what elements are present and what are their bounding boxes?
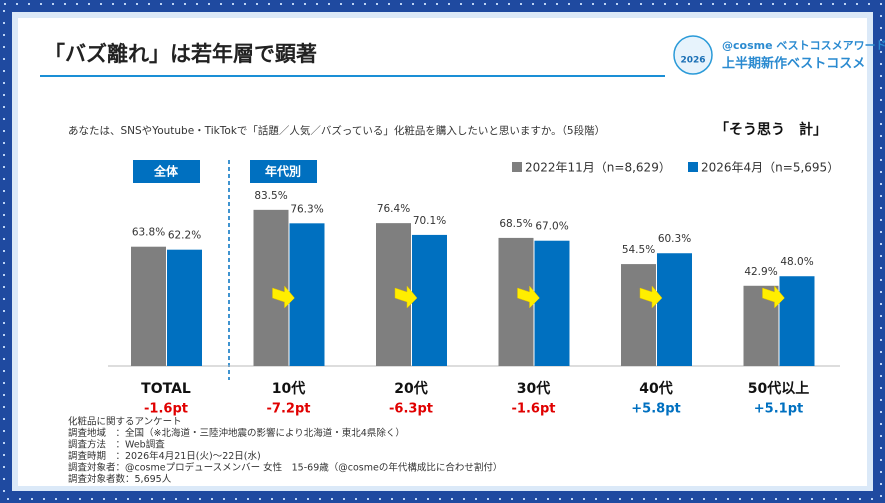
logo-bottom: 上半期新作ベストコスメ bbox=[722, 56, 865, 72]
bar bbox=[621, 264, 656, 366]
value-label: 62.2% bbox=[168, 230, 201, 242]
bar bbox=[498, 237, 534, 366]
arrow bbox=[639, 285, 663, 309]
value-label: 76.4% bbox=[377, 203, 410, 215]
legend-swatch bbox=[688, 162, 698, 172]
measure: 「そう思う 計」 bbox=[715, 121, 827, 138]
arrow bbox=[762, 285, 785, 309]
difference-label: -1.6pt bbox=[144, 402, 188, 417]
bar bbox=[167, 249, 202, 366]
badge bbox=[673, 35, 713, 75]
question: あなたは、SNSやYoutube・TikTokで「話題／人気／バズっている」化粧… bbox=[68, 124, 605, 137]
bar bbox=[253, 209, 289, 366]
group-box bbox=[133, 160, 200, 183]
value-label: 68.5% bbox=[499, 218, 532, 230]
note: 調査時期 ：2026年4月21日(火)～22日(水) bbox=[68, 450, 261, 462]
value-label: 48.0% bbox=[780, 256, 813, 268]
note: 化粧品に関するアンケート bbox=[68, 416, 182, 428]
badge-year: 2026 bbox=[680, 56, 705, 66]
legend-label: 2026年4月（n=5,695） bbox=[701, 161, 839, 175]
bar bbox=[131, 246, 166, 366]
note: 調査対象者：@cosmeプロデュースメンバー 女性 15-69歳（@cosmeの… bbox=[68, 462, 502, 474]
legend-label: 2022年11月（n=8,629） bbox=[525, 161, 671, 175]
category-label: 50代以上 bbox=[748, 380, 809, 397]
bar bbox=[412, 234, 447, 366]
value-label: 70.1% bbox=[413, 215, 446, 227]
title: 「バズ離れ」は若年層で顕著 bbox=[44, 42, 317, 66]
group-label: 全体 bbox=[153, 164, 179, 179]
frame-dots bbox=[3, 3, 882, 500]
difference-label: -6.3pt bbox=[389, 402, 433, 417]
bar bbox=[534, 240, 570, 366]
bar bbox=[657, 253, 692, 366]
value-label: 63.8% bbox=[132, 227, 165, 239]
arrow bbox=[394, 285, 418, 309]
value-label: 67.0% bbox=[535, 221, 568, 233]
category-label: 30代 bbox=[517, 380, 550, 397]
category-label: 10代 bbox=[272, 380, 305, 397]
logo-top: @cosme ベストコスメアワード bbox=[722, 39, 885, 52]
note: 調査対象者数：5,695人 bbox=[68, 473, 172, 485]
value-label: 54.5% bbox=[622, 244, 655, 256]
group-label: 年代別 bbox=[265, 164, 301, 179]
difference-label: -1.6pt bbox=[512, 402, 556, 417]
value-label: 76.3% bbox=[290, 203, 323, 215]
value-label: 83.5% bbox=[254, 190, 287, 202]
arrow bbox=[272, 285, 295, 309]
note: 調査方法 ：Web調査 bbox=[68, 439, 165, 451]
value-label: 60.3% bbox=[658, 233, 691, 245]
arrow bbox=[517, 285, 540, 309]
note: 調査地域 ：全国（※北海道・三陸沖地震の影響により北海道・東北4県除く） bbox=[68, 427, 405, 439]
difference-label: +5.1pt bbox=[754, 402, 803, 417]
value-label: 42.9% bbox=[744, 266, 777, 278]
difference-label: -7.2pt bbox=[267, 402, 311, 417]
category-label: TOTAL bbox=[141, 381, 191, 397]
group-box bbox=[250, 160, 317, 183]
difference-label: +5.8pt bbox=[631, 402, 680, 417]
legend-swatch bbox=[512, 162, 522, 172]
bar bbox=[289, 223, 325, 366]
category-label: 20代 bbox=[394, 380, 427, 397]
category-label: 40代 bbox=[639, 380, 672, 397]
bar bbox=[779, 276, 815, 366]
